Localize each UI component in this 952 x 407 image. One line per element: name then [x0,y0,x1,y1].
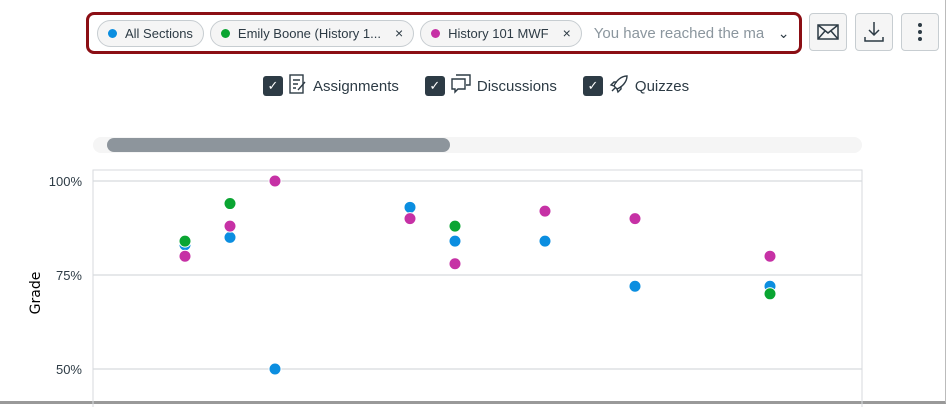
section-pill[interactable]: All Sections [97,19,204,47]
horizontal-scrollbar[interactable] [93,137,862,153]
more-vertical-icon [918,23,922,41]
data-point[interactable] [763,249,777,263]
data-point[interactable] [178,234,192,248]
section-pill[interactable]: Emily Boone (History 1... × [209,19,415,47]
type-label: Discussions [476,77,557,95]
data-point[interactable] [268,174,282,188]
y-axis-label: Grade [28,272,44,315]
data-point[interactable] [448,257,462,271]
type-toggle-quizzes[interactable]: ✓ Quizzes [582,74,690,98]
section-pill-label: History 101 MWF [448,25,549,41]
data-point[interactable] [268,362,282,376]
type-toggle-discussions[interactable]: ✓ Discussions [424,74,557,98]
type-toggle-assignments[interactable]: ✓ Assignments [263,74,399,98]
quiz-rocket-icon [609,74,629,98]
data-point[interactable] [403,200,417,214]
y-tick-label: 100% [49,174,83,189]
y-tick-label: 50% [56,362,82,377]
checkbox[interactable]: ✓ [582,76,603,96]
checkbox[interactable]: ✓ [424,76,445,96]
filter-input[interactable]: You have reached the max [593,24,764,42]
envelope-icon [817,24,839,40]
more-options-button[interactable] [901,13,939,51]
message-students-button[interactable] [809,13,847,51]
data-point[interactable] [448,219,462,233]
download-icon [864,22,884,42]
section-color-dot [220,28,230,38]
section-pill-label: All Sections [125,25,193,41]
download-button[interactable] [855,13,893,51]
discussion-icon [451,74,471,98]
data-point[interactable] [223,197,237,211]
grade-scatter-chart: 100% 75% 50% Grade [28,169,863,407]
type-label: Quizzes [634,77,690,95]
section-pill-label: Emily Boone (History 1... [237,25,381,41]
plot-area [92,169,863,407]
checkbox[interactable]: ✓ [263,76,283,96]
data-point[interactable] [628,279,642,293]
data-point[interactable] [538,234,552,248]
data-point[interactable] [628,212,642,226]
data-point[interactable] [223,230,237,244]
data-point[interactable] [763,287,777,301]
y-tick-label: 75% [56,268,82,283]
data-point[interactable] [178,249,192,263]
data-point[interactable] [223,219,237,233]
section-pill[interactable]: History 101 MWF × [420,19,582,47]
remove-icon[interactable]: × [562,25,571,41]
data-point[interactable] [448,234,462,248]
chevron-down-icon[interactable]: ⌄ [777,24,790,41]
data-point[interactable] [538,204,552,218]
data-point[interactable] [403,212,417,226]
remove-icon[interactable]: × [394,25,404,41]
scrollbar-thumb[interactable] [107,138,450,152]
section-color-dot [431,28,441,38]
assignment-icon [289,74,307,98]
section-filter-select[interactable]: All Sections Emily Boone (History 1... × Hi… [86,12,802,54]
section-color-dot [108,28,117,38]
type-label: Assignments [313,77,399,95]
